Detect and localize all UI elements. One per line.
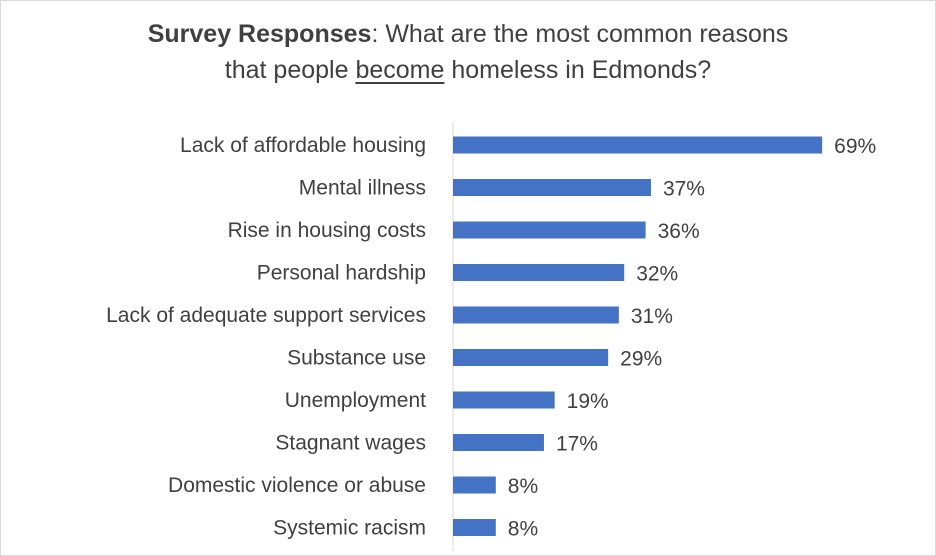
bar [453,136,823,154]
value-label: 19% [567,390,609,413]
category-label: Stagnant wages [275,432,426,455]
category-label: Systemic racism [273,517,426,540]
value-label: 36% [658,220,700,243]
bar [453,434,544,451]
value-label: 29% [620,348,662,371]
category-label: Rise in housing costs [228,219,426,242]
value-label: 17% [556,433,598,456]
chart-title-rest: : What are the most common reasons [371,20,789,48]
chart-title-underlined-word: become [355,56,445,84]
value-label: 8% [508,475,538,498]
bar [453,264,625,281]
bar [453,179,651,196]
value-label: 69% [834,135,876,158]
bar [453,306,619,324]
bar [453,391,555,409]
category-label: Substance use [287,347,426,370]
bar [453,221,646,239]
chart-title-line2-pre: that people [224,56,356,84]
value-labels-layer: 69% 37% 36% 32% 31% 29% 19% 17% 8% 8% [508,135,876,541]
category-label: Lack of adequate support services [106,304,426,327]
category-label: Unemployment [285,389,426,412]
category-label: Personal hardship [257,262,426,285]
chart-title-line-2: that people become homeless in Edmonds? [0,52,936,88]
chart-title-bold: Survey Responses [147,20,372,48]
category-label: Mental illness [299,177,426,200]
chart-title-line-1: Survey Responses: What are the most comm… [0,16,936,52]
chart-title-line2-post: homeless in Edmonds? [444,56,712,84]
category-label: Domestic violence or abuse [168,474,426,497]
value-label: 37% [663,178,705,201]
bar [453,476,496,494]
value-label: 32% [636,263,678,286]
value-label: 31% [631,305,673,328]
chart-title: Survey Responses: What are the most comm… [0,16,936,88]
value-label: 8% [508,518,538,541]
bar [453,349,609,366]
bars-layer [453,136,823,536]
bar [453,519,496,536]
category-label: Lack of affordable housing [180,134,426,157]
category-labels-layer: Lack of affordable housing Mental illness… [106,134,426,540]
